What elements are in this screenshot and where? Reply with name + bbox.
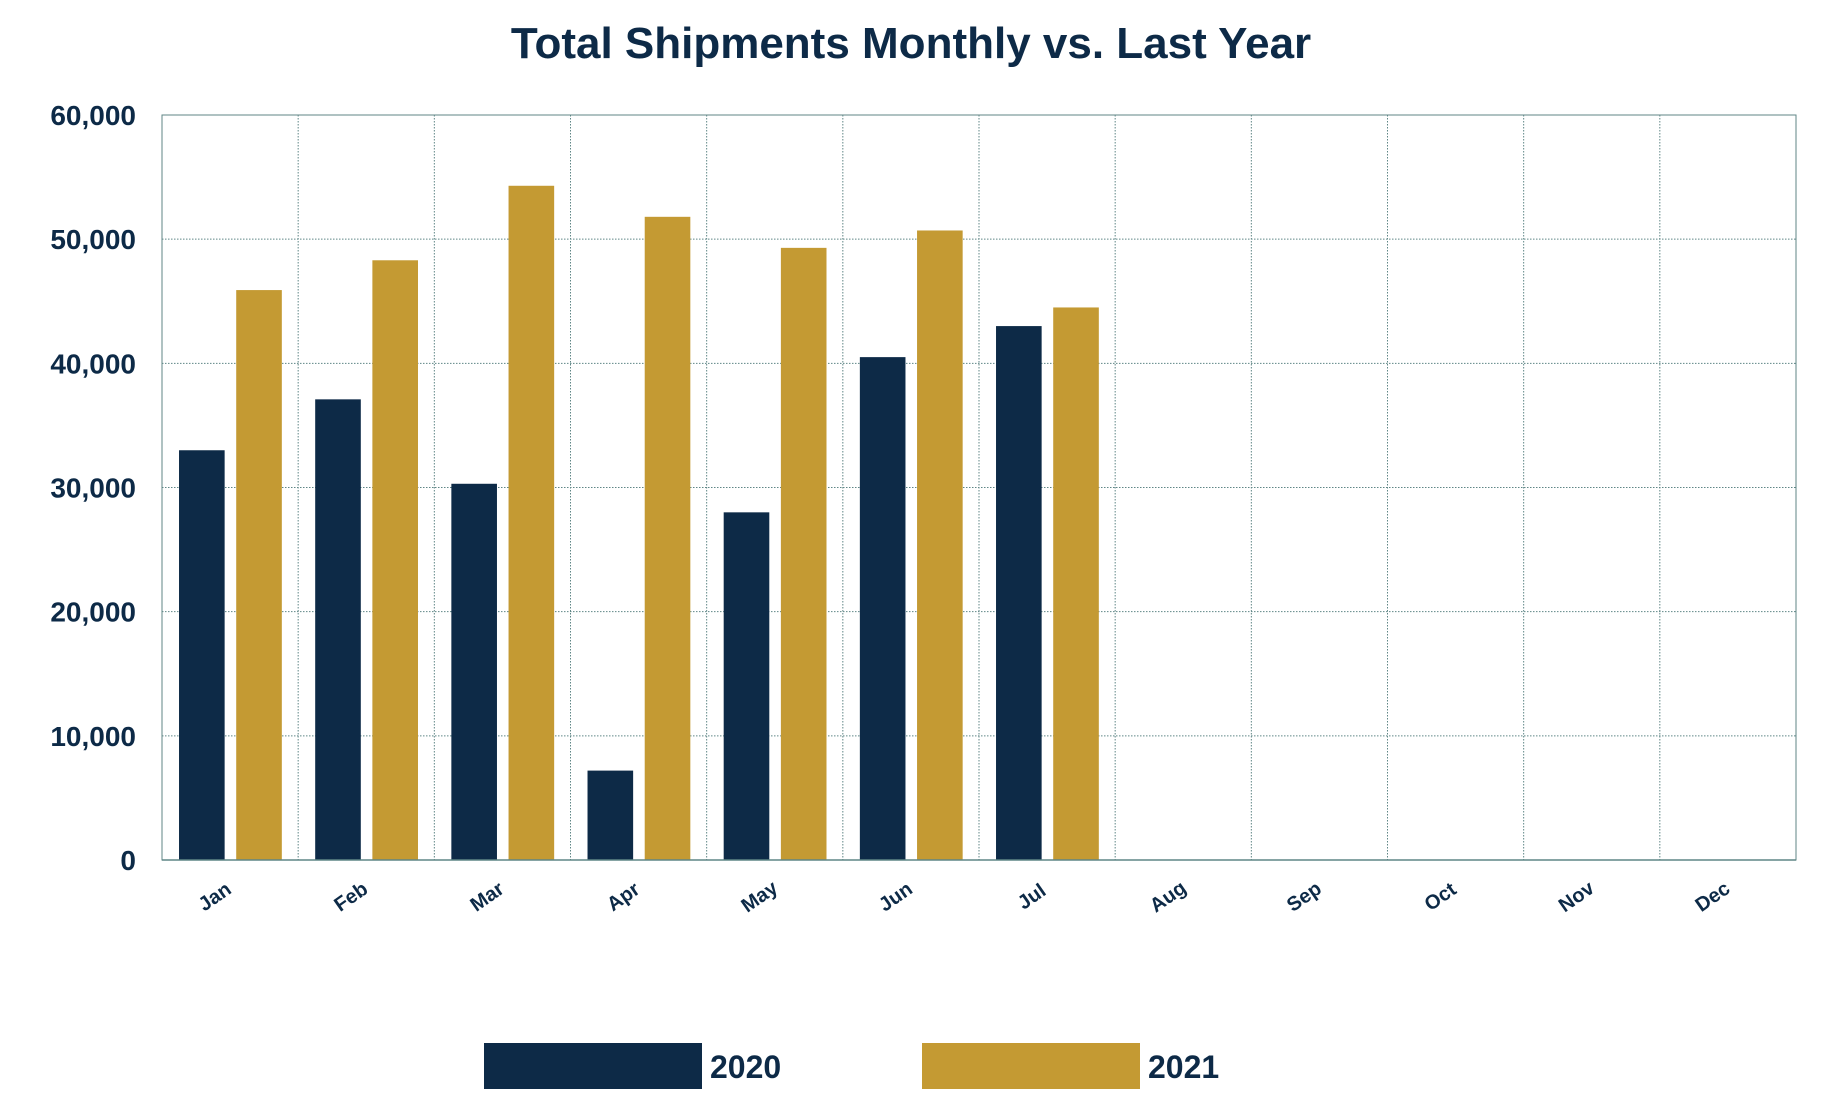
x-tick-label: Jan <box>195 878 236 916</box>
bar-2020-apr <box>587 770 634 860</box>
y-tick-label: 60,000 <box>50 100 136 131</box>
y-tick-label: 10,000 <box>50 721 136 752</box>
y-tick-label: 40,000 <box>50 348 136 379</box>
legend-label-2020: 2020 <box>710 1049 781 1085</box>
bar-2020-may <box>723 512 770 860</box>
bar-2021-feb <box>372 260 418 860</box>
x-tick-label: Aug <box>1146 877 1190 917</box>
legend: 2020 2021 <box>484 1043 1219 1089</box>
bar-2020-jun <box>859 357 906 860</box>
x-tick-label: Dec <box>1692 878 1735 917</box>
x-tick-label: Oct <box>1421 878 1461 915</box>
bar-2020-feb <box>315 399 361 860</box>
bar-2021-jan <box>236 290 282 860</box>
chart-title: Total Shipments Monthly vs. Last Year <box>511 19 1311 68</box>
x-tick-label: Sep <box>1283 878 1326 917</box>
bar-2020-jul <box>996 326 1042 860</box>
x-tick-label: Apr <box>603 878 644 916</box>
x-tick-label: Mar <box>467 878 509 917</box>
bar-2021-apr <box>644 216 691 861</box>
x-tick-label: Feb <box>330 878 372 916</box>
bar-2020-mar <box>451 483 497 860</box>
y-tick-label: 50,000 <box>50 224 136 255</box>
x-tick-label: Nov <box>1555 877 1599 917</box>
y-tick-label: 0 <box>120 845 136 876</box>
x-tick-label: Jun <box>875 878 917 916</box>
legend-label-2021: 2021 <box>1148 1049 1219 1085</box>
legend-swatch-2021 <box>922 1043 1140 1089</box>
legend-swatch-2020 <box>484 1043 702 1089</box>
bar-2021-mar <box>508 185 555 860</box>
axes: 0 10,000 20,000 30,000 40,000 50,000 60,000 Jan… <box>50 100 1796 917</box>
grid <box>161 114 1797 861</box>
bar-2021-jun <box>917 230 963 861</box>
bar-2021-jul <box>1053 307 1099 860</box>
x-tick-label: Jul <box>1014 880 1050 915</box>
y-tick-label: 30,000 <box>50 473 136 504</box>
bar-2020-jan <box>179 450 225 860</box>
bars <box>179 185 1099 861</box>
y-tick-label: 20,000 <box>50 597 136 628</box>
x-tick-label: May <box>737 876 782 917</box>
bar-2021-may <box>780 247 827 860</box>
